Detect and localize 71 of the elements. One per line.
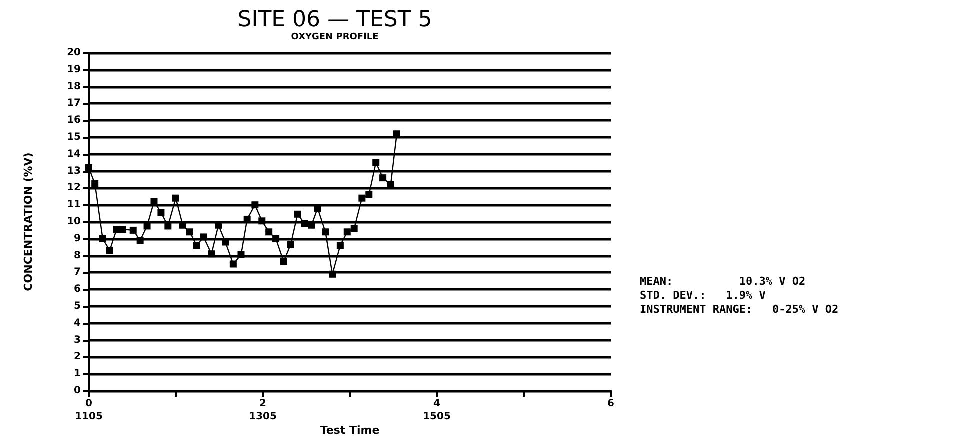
y-tick-label: 17 xyxy=(67,98,82,110)
y-tick-label: 5 xyxy=(74,301,82,312)
x-tick-label: 6 xyxy=(608,398,615,410)
text: INSTRUMENT RANGE: 0-25% V O2 xyxy=(640,303,839,316)
point xyxy=(358,194,366,202)
point xyxy=(164,222,172,230)
point xyxy=(322,228,330,236)
point xyxy=(208,250,216,258)
text: STD. DEV.: 1.9% V xyxy=(640,289,766,302)
point xyxy=(387,181,394,188)
y-axis-title: CONCENTRATION (%V) xyxy=(22,152,35,292)
y-tick-label: 10 xyxy=(67,216,82,228)
y-tick-label: 6 xyxy=(74,284,82,296)
x2-tick-label: 1505 xyxy=(423,412,451,422)
y-tick-label: 7 xyxy=(74,267,82,278)
point xyxy=(280,258,288,266)
text: MEAN: 10.3% V O2 xyxy=(640,275,806,288)
point xyxy=(366,191,373,198)
point xyxy=(336,242,344,250)
y-tick-label: 1 xyxy=(74,368,82,380)
point xyxy=(294,210,302,218)
y-tick-label: 20 xyxy=(67,48,82,58)
point xyxy=(172,194,180,202)
point xyxy=(252,202,259,209)
y-tick-label: 2 xyxy=(74,352,82,363)
chart-subtitle: OXYGEN PROFILE xyxy=(291,32,379,42)
y-tick-label: 18 xyxy=(67,81,82,92)
y-tick-label: 14 xyxy=(67,148,82,160)
y-tick-label: 13 xyxy=(67,166,82,177)
point xyxy=(150,198,158,206)
point xyxy=(272,235,280,242)
point xyxy=(186,228,194,236)
point xyxy=(372,159,380,166)
x2-tick-label: 1305 xyxy=(249,412,277,422)
point xyxy=(238,251,245,258)
point xyxy=(380,174,387,182)
point xyxy=(350,225,358,232)
x-axis-title: Test Time xyxy=(320,424,380,437)
y-tick-label: 11 xyxy=(67,200,82,211)
y-tick-label: 16 xyxy=(67,115,82,126)
x-tick-label: 2 xyxy=(260,398,267,410)
x-tick-label: 4 xyxy=(434,398,441,410)
chart-title: SITE 06 — TEST 5 xyxy=(238,8,432,32)
y-tick-label: 15 xyxy=(67,132,82,143)
point xyxy=(158,209,165,216)
point xyxy=(136,237,144,244)
point xyxy=(329,270,336,278)
y-tick-label: 4 xyxy=(74,318,82,329)
y-tick-label: 3 xyxy=(74,334,82,346)
point xyxy=(106,247,114,254)
point xyxy=(193,242,200,250)
point xyxy=(86,164,92,172)
y-tick-label: 0 xyxy=(74,386,82,396)
point xyxy=(119,226,126,234)
point xyxy=(230,260,237,268)
point xyxy=(92,180,99,188)
point xyxy=(344,228,351,236)
y-tick-label: 8 xyxy=(74,250,82,262)
point xyxy=(144,222,151,230)
y-tick-label: 9 xyxy=(74,233,82,244)
point xyxy=(301,220,308,228)
point xyxy=(130,226,137,234)
point xyxy=(258,218,266,225)
point xyxy=(99,235,106,242)
x2-tick-label: 1105 xyxy=(75,412,103,422)
point xyxy=(266,228,273,236)
y-tick-label: 19 xyxy=(67,64,82,76)
x-tick-label: 0 xyxy=(86,398,93,410)
point xyxy=(200,234,208,241)
y-tick-label: 12 xyxy=(67,182,82,194)
point xyxy=(287,241,294,248)
